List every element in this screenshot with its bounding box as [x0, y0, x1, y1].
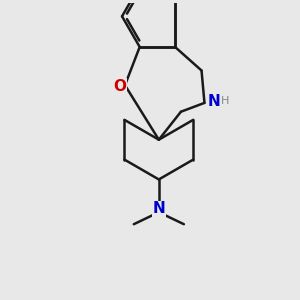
- Text: O: O: [113, 79, 126, 94]
- Text: N: N: [208, 94, 221, 109]
- Text: H: H: [221, 96, 229, 106]
- Text: N: N: [152, 201, 165, 216]
